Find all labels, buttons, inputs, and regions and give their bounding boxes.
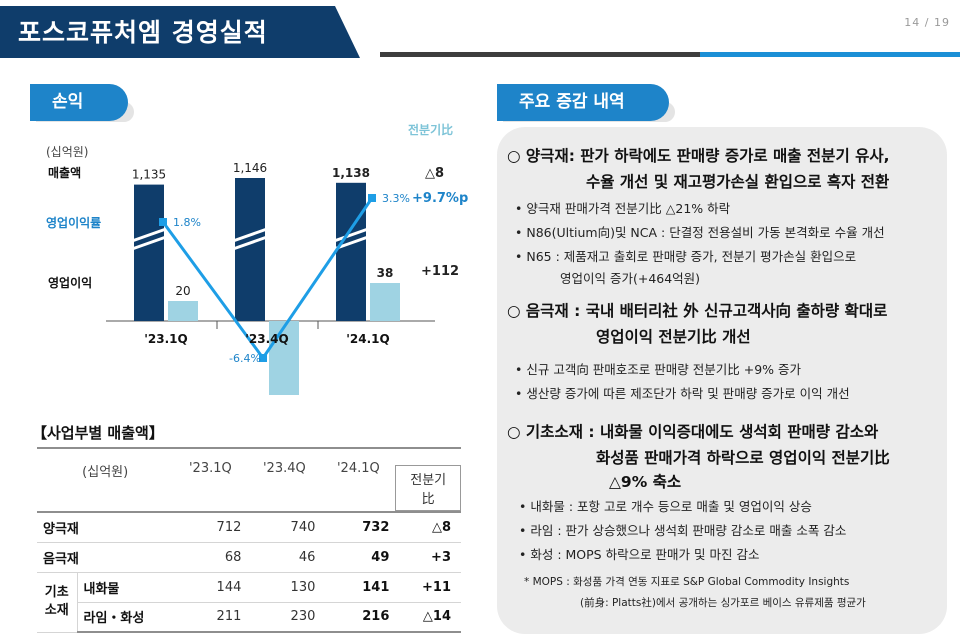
sales-bar: [235, 178, 265, 321]
compare-label: 전분기比: [408, 122, 453, 137]
page-number: 14 / 19: [904, 16, 950, 29]
basic-heading: ○ 기초소재 : 내화물 이익증대에도 생석회 판매량 감소와: [507, 423, 879, 441]
basic-bullet-2: • 라임 : 판가 상승했으나 생석회 판매량 감소로 매출 소폭 감소: [519, 523, 847, 538]
segment-title: 【사업부별 매출액】: [32, 424, 164, 442]
margin-point: [368, 194, 376, 202]
tab-changes: 주요 증감 내역: [497, 84, 669, 121]
col-qoq: 전분기比: [395, 465, 461, 511]
changes-panel: [497, 127, 947, 634]
cell: 740: [247, 512, 322, 543]
segment-table: (십억원) '23.1Q '23.4Q '24.1Q 전분기比 양극재 712 …: [37, 447, 461, 633]
chart-separators: [216, 321, 319, 329]
op-value-label: 38: [377, 266, 394, 280]
axis-break-mark: [232, 227, 268, 251]
cell: 46: [247, 542, 322, 573]
cathode-bullet-1: • 양극재 판매가격 전분기比 △21% 하락: [515, 201, 731, 216]
header-rule-blue: [700, 52, 960, 57]
op-bar: [168, 301, 198, 321]
cell: 68: [173, 542, 248, 573]
pl-chart: 전분기比 (십억원) 매출액 영업이익률 영업이익 1.8%-6.4%3.3% …: [46, 122, 468, 395]
cathode-bullet-2: • N86(Ultium向)및 NCA : 단결정 전용설비 가동 본격화로 수…: [515, 225, 885, 240]
cell: 712: [173, 512, 248, 543]
cathode-heading: ○ 양극재: 판가 하락에도 판매량 증가로 매출 전분기 유사,: [507, 147, 890, 165]
row-name: 양극재: [37, 512, 174, 543]
table-unit: (십억원): [37, 447, 174, 513]
row-name: 라임・화성: [76, 602, 174, 633]
cell-change: +3: [395, 542, 461, 573]
anode-bullet-2: • 생산량 증가에 따른 제조단가 하락 및 판매량 증가로 이익 개선: [515, 386, 850, 401]
header-rule-dark: [380, 52, 700, 57]
category-label: '23.4Q: [245, 332, 288, 346]
col-24-1q: '24.1Q: [321, 447, 396, 513]
row-label-op: 영업이익: [48, 275, 92, 290]
footnote-1: * MOPS : 화성품 가격 연동 지표로 S&P Global Commod…: [524, 576, 850, 588]
qoq-margin: +9.7%p: [412, 191, 468, 206]
axis-break-mark: [131, 227, 167, 251]
cell: 144: [173, 572, 248, 603]
basic-bullet-3: • 화성 : MOPS 하락으로 판매가 및 마진 감소: [519, 547, 760, 562]
group-label: 기초 소재: [37, 572, 77, 633]
row-label-sales: 매출액: [48, 165, 81, 180]
anode-bullet-1: • 신규 고객向 판매호조로 판매량 전분기比 +9% 증가: [515, 362, 801, 377]
margin-point: [259, 354, 267, 362]
sales-value-label: 1,146: [233, 161, 267, 175]
row-label-margin: 영업이익률: [46, 215, 101, 230]
cell-change: △8: [395, 512, 461, 543]
tab-pl: 손익: [30, 84, 128, 121]
footnote-2: (前身: Platts社)에서 공개하는 싱가포르 베이스 유류제품 평균가: [580, 597, 866, 609]
cathode-bullet-3: • N65 : 제품재고 출회로 판매량 증가, 전분기 평가손실 환입으로: [515, 249, 857, 264]
cell: 141: [321, 572, 396, 603]
cell: 216: [321, 602, 396, 633]
col-qoq-cell: 전분기比: [395, 447, 461, 513]
basic-heading-2: 화성품 판매가격 하락으로 영업이익 전분기比: [596, 449, 890, 467]
margin-value-label: 1.8%: [173, 216, 201, 229]
cell: 211: [173, 602, 248, 633]
margin-point: [159, 218, 167, 226]
category-label: '23.1Q: [144, 332, 187, 346]
cell: 49: [321, 542, 396, 573]
table-row: 음극재 68 46 49 +3: [37, 542, 461, 573]
cell-change: △14: [395, 602, 461, 633]
cathode-bullet-3-cont: 영업이익 증가(+464억원): [560, 271, 701, 286]
cathode-heading-2: 수율 개선 및 재고평가손실 환입으로 흑자 전환: [586, 173, 890, 191]
margin-value-label: -6.4%: [229, 352, 261, 365]
cell-change: +11: [395, 572, 461, 603]
basic-heading-3: △9% 축소: [609, 473, 682, 491]
category-label: '24.1Q: [346, 332, 389, 346]
table-row: 라임・화성 211 230 216 △14: [37, 602, 461, 633]
table-row: 기초 소재 내화물 144 130 141 +11: [37, 572, 461, 633]
anode-heading-2: 영업이익 전분기比 개선: [596, 328, 751, 346]
page-title: 포스코퓨처엠 경영실적: [18, 18, 268, 47]
cell: 230: [247, 602, 322, 633]
margin-value-label: 3.3%: [382, 192, 410, 205]
anode-heading: ○ 음극재 : 국내 배터리社 外 신규고객사向 출하량 확대로: [507, 302, 888, 320]
op-value-label: 20: [175, 284, 190, 298]
op-bar: [269, 321, 299, 395]
row-name: 음극재: [37, 542, 174, 573]
sales-bar: [134, 184, 164, 321]
unit-label: (십억원): [46, 145, 88, 159]
sales-bar: [336, 182, 366, 321]
sales-value-label: 1,138: [332, 166, 370, 180]
row-name: 내화물: [76, 572, 174, 603]
cell: 130: [247, 572, 322, 603]
qoq-op: +112: [421, 264, 459, 279]
col-23-1q: '23.1Q: [173, 447, 248, 513]
qoq-sales: △8: [425, 166, 444, 181]
table-header-row: (십억원) '23.1Q '23.4Q '24.1Q 전분기比: [37, 447, 461, 513]
title-banner: [0, 6, 360, 58]
table-row: 양극재 712 740 732 △8: [37, 512, 461, 543]
cell: 732: [321, 512, 396, 543]
col-23-4q: '23.4Q: [247, 447, 322, 513]
sales-value-label: 1,135: [132, 168, 166, 182]
basic-bullet-1: • 내화물 : 포항 고로 개수 등으로 매출 및 영업이익 상승: [519, 499, 812, 514]
op-bar: [370, 283, 400, 321]
